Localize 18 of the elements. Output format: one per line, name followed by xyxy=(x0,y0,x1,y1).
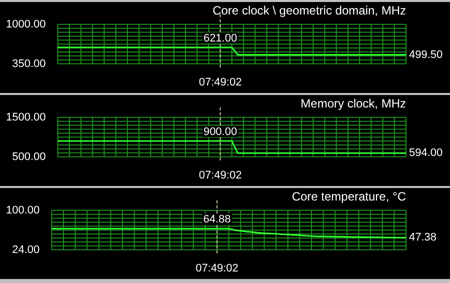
chart-title: Core clock \ geometric domain, MHz xyxy=(212,4,406,18)
x-tick-label: 07:49:02 xyxy=(196,262,238,274)
y-tick-label: 350.00 xyxy=(12,58,46,70)
chart-title: Memory clock, MHz xyxy=(300,96,406,111)
chart-title: Core temperature, °C xyxy=(292,190,406,204)
x-tick-label: 07:49:02 xyxy=(198,169,242,182)
y-tick-label: 24.00 xyxy=(12,244,40,256)
data-label: 64.88 xyxy=(203,214,231,226)
data-label: 900.00 xyxy=(203,126,238,138)
data-label: 594.00 xyxy=(409,147,443,160)
y-tick-label: 1000.00 xyxy=(6,18,46,30)
data-label: 499.50 xyxy=(409,48,443,61)
x-tick-label: 07:49:02 xyxy=(198,76,242,88)
y-tick-label: 500.00 xyxy=(12,150,46,163)
data-label: 621.00 xyxy=(203,32,238,44)
y-tick-label: 1500.00 xyxy=(6,111,46,124)
data-label: 47.38 xyxy=(409,232,437,244)
y-tick-label: 100.00 xyxy=(6,204,40,216)
